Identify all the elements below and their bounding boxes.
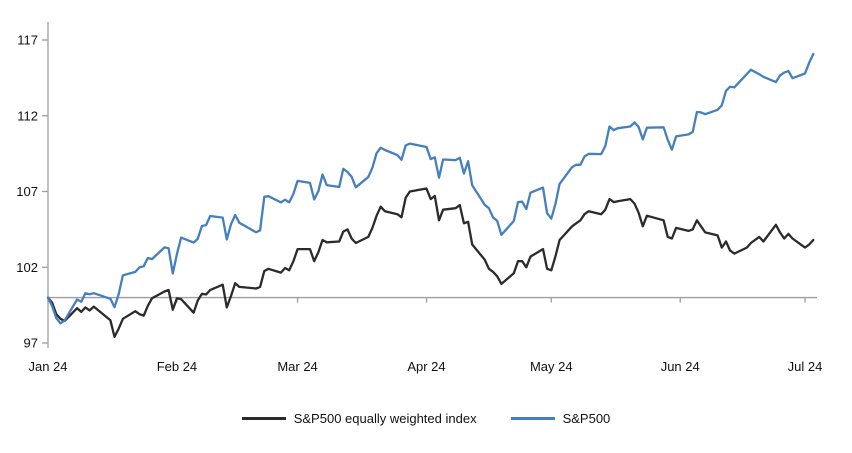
y-tick-label: 102 xyxy=(16,260,38,275)
x-tick-label: Jan 24 xyxy=(28,359,67,374)
indexed-performance-line-chart: Jan 24 Feb 24 Mar 24 Apr 24 May 24 Jun 24 Jul … xyxy=(16,22,823,374)
x-tick-label: Jun 24 xyxy=(661,359,700,374)
x-tick-label: May 24 xyxy=(530,359,573,374)
legend-label-equal-weight: S&P500 equally weighted index xyxy=(293,411,477,426)
y-tick-label: 112 xyxy=(17,108,38,123)
legend-line-swatch-sp500 xyxy=(510,417,555,420)
y-tick-label: 107 xyxy=(16,184,38,199)
series-line-sp500 xyxy=(46,52,815,325)
legend-item-sp500: S&P500 xyxy=(510,411,611,426)
x-tick-label: Mar 24 xyxy=(277,359,317,374)
chart-legend: S&P500 equally weighted index S&P500 xyxy=(0,412,852,425)
y-tick-label: 97 xyxy=(24,336,38,351)
series-line-equal-weight xyxy=(46,187,815,339)
legend-label-sp500: S&P500 xyxy=(562,411,611,426)
y-tick-label: 117 xyxy=(17,33,38,48)
x-tick-label: Jul 24 xyxy=(788,359,823,374)
legend-item-equal-weight: S&P500 equally weighted index xyxy=(241,411,477,426)
legend-line-swatch-equal-weight xyxy=(241,417,286,420)
x-tick-label: Apr 24 xyxy=(407,359,445,374)
x-tick-label: Feb 24 xyxy=(157,359,197,374)
